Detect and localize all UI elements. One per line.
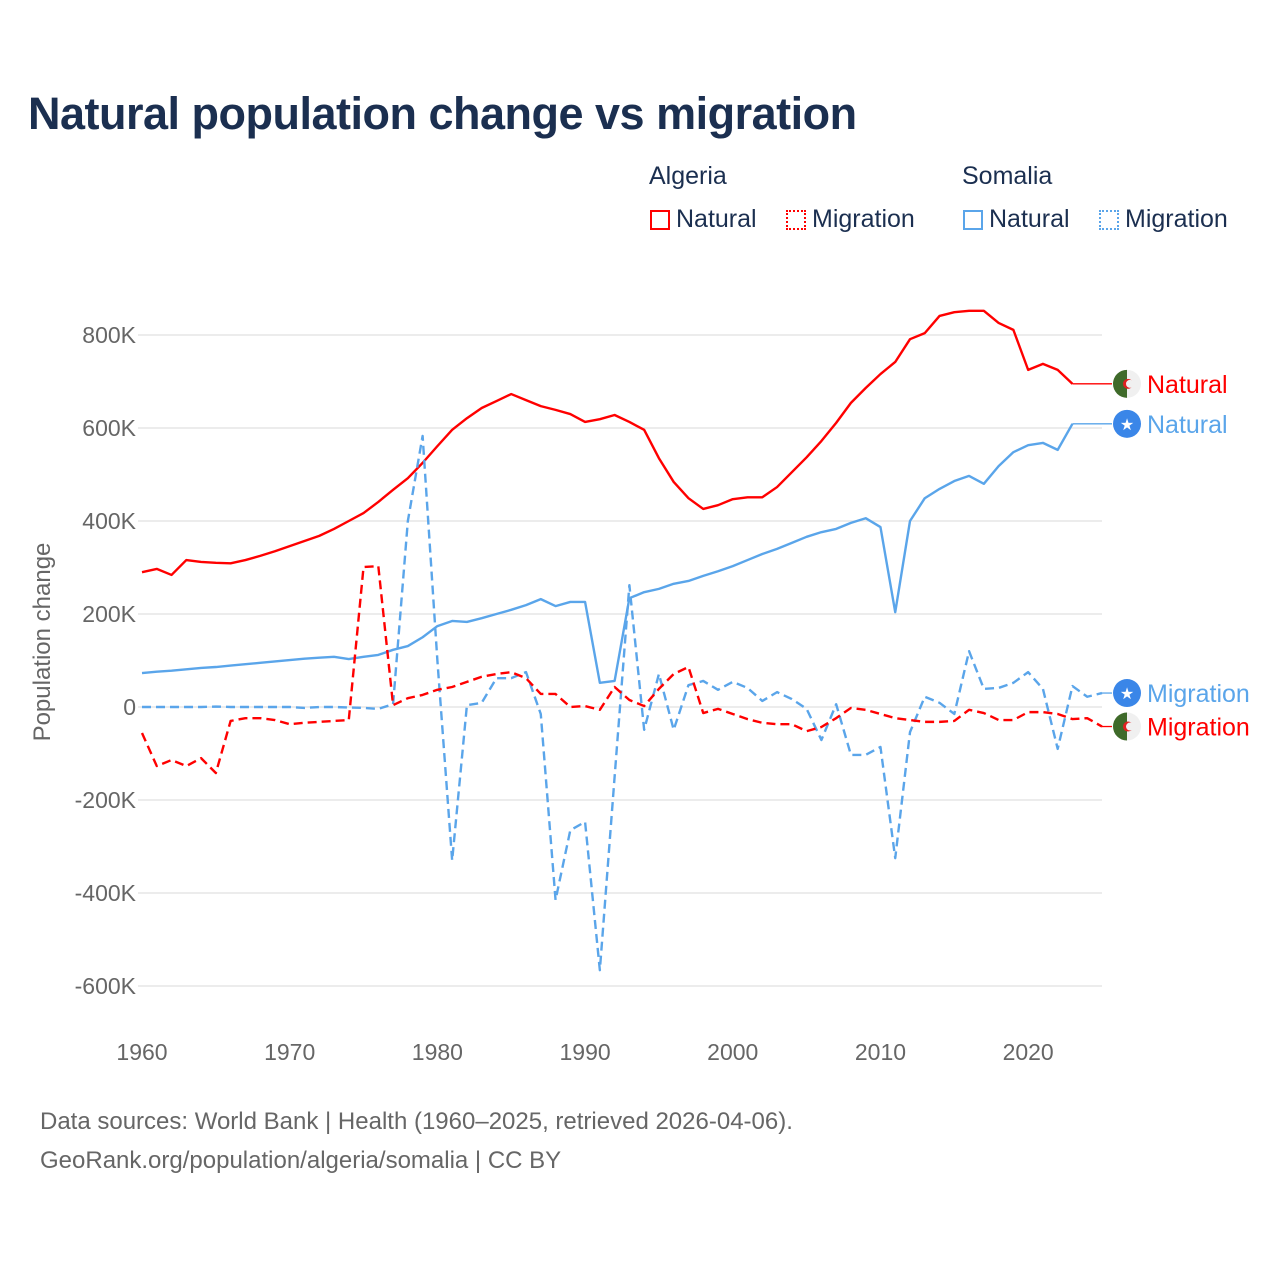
y-tick-label: 800K [82, 322, 136, 348]
y-tick-label: 0 [123, 694, 136, 720]
series-end-label: Migration [1147, 714, 1250, 742]
y-tick-label: 200K [82, 601, 136, 627]
series-line-somalia-migration [142, 434, 1103, 972]
y-axis-label: Population change [29, 543, 56, 742]
legend-swatch-dotted [786, 209, 806, 230]
series-end-label: Natural [1147, 411, 1228, 439]
legend-label: Migration [812, 205, 915, 233]
legend-group-algeria: Algeria [649, 162, 727, 190]
svg-text:★: ★ [1120, 417, 1134, 434]
x-tick-label: 1980 [412, 1039, 463, 1065]
series-line-algeria-natural [141, 309, 1074, 577]
x-tick-label: 1960 [116, 1039, 167, 1065]
footer-sources: Data sources: World Bank | Health (1960–… [40, 1108, 793, 1135]
series-end-label: Migration [1147, 680, 1250, 708]
y-tick-label: -200K [75, 787, 137, 813]
x-tick-label: 2020 [1003, 1039, 1054, 1065]
legend-group-somalia: Somalia [962, 162, 1053, 190]
legend-algeria-natural[interactable]: Natural [650, 205, 757, 234]
chart-title: Natural population change vs migration [28, 88, 857, 139]
x-tick-label: 1990 [559, 1039, 610, 1065]
y-tick-label: 400K [82, 508, 136, 534]
legend-label: Natural [989, 205, 1070, 233]
legend-somalia-migration[interactable]: Migration [1099, 205, 1228, 234]
somalia-flag-icon: ★ [1113, 679, 1141, 708]
x-tick-label: 2000 [707, 1039, 758, 1065]
legend-swatch-dotted [1099, 209, 1119, 230]
legend-somalia-natural[interactable]: Natural [963, 205, 1070, 234]
svg-text:★: ★ [1120, 686, 1134, 703]
series-end-label: Natural [1147, 371, 1228, 399]
y-tick-label: -400K [75, 880, 137, 906]
series-line-somalia-natural [141, 423, 1074, 685]
algeria-flag-icon [1113, 712, 1141, 741]
x-tick-label: 1970 [264, 1039, 315, 1065]
algeria-flag-icon [1113, 369, 1141, 398]
legend-swatch-solid [650, 209, 670, 230]
footer-credit: GeoRank.org/population/algeria/somalia |… [40, 1147, 562, 1174]
legend-algeria-migration[interactable]: Migration [786, 205, 915, 234]
y-tick-label: 600K [82, 415, 136, 441]
y-tick-label: -600K [75, 973, 137, 999]
series-line-algeria-migration [140, 564, 1103, 775]
somalia-flag-icon: ★ [1113, 409, 1141, 438]
legend-label: Migration [1125, 205, 1228, 233]
legend-swatch-solid [963, 209, 983, 230]
legend-label: Natural [676, 205, 757, 233]
x-tick-label: 2010 [855, 1039, 906, 1065]
